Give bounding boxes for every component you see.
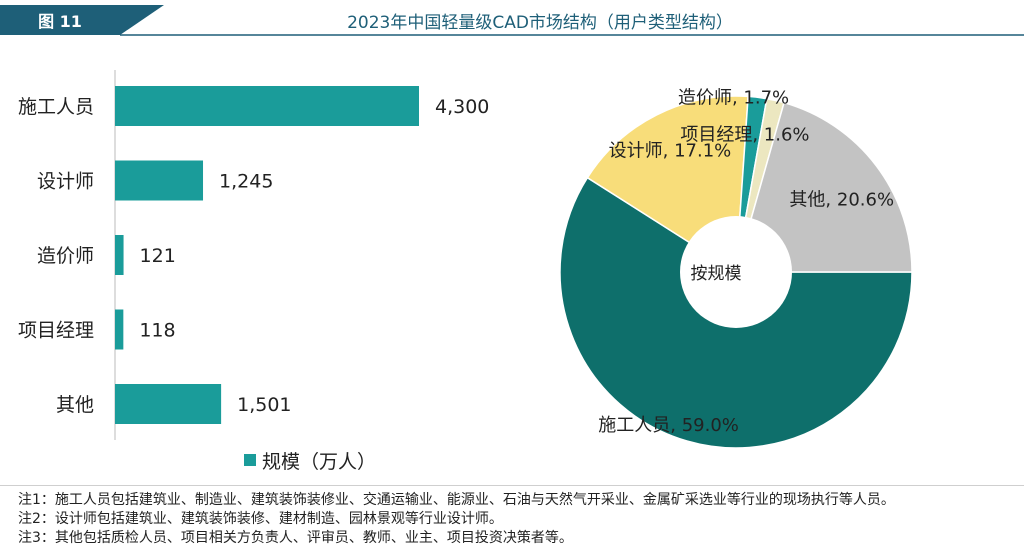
legend-label: 规模（万人）: [262, 450, 377, 473]
header-banner: [0, 5, 1024, 36]
pie-label-4: 其他, 20.6%: [789, 190, 894, 211]
figure-label-tab: [0, 5, 164, 35]
bar-value-label: 121: [140, 245, 176, 267]
bar-0: [115, 86, 419, 126]
bar-chart: 施工人员 4,300 设计师 1,245 造价师 121 项目经理 118 其他 1,501: [18, 70, 489, 440]
donut-hole: [680, 216, 792, 328]
note-1: 注1：施工人员包括建筑业、制造业、建筑装饰装修业、交通运输业、能源业、石油与天然…: [18, 492, 895, 508]
bar-3: [115, 309, 124, 350]
note-2: 注2：设计师包括建筑业、建筑装饰装修、建材制造、园林景观等行业设计师。: [18, 511, 503, 527]
bar-value-label: 118: [139, 320, 175, 342]
pie-label-2: 造价师, 1.7%: [678, 87, 789, 108]
pie-label-1: 设计师, 17.1%: [609, 141, 732, 162]
figure-title: 2023年中国轻量级CAD市场结构（用户类型结构）: [347, 13, 733, 33]
bar-2: [115, 235, 124, 275]
pie-slice-4: [735, 101, 913, 273]
bar-category-label: 设计师: [37, 171, 94, 193]
bar-value-label: 1,245: [219, 171, 273, 193]
bar-category-label: 项目经理: [18, 320, 94, 342]
bar-legend: 规模（万人）: [244, 446, 376, 474]
figure-header: 图 11 2023年中国轻量级CAD市场结构（用户类型结构）: [0, 0, 1024, 40]
pie-label-3: 项目经理, 1.6%: [680, 125, 809, 146]
legend-swatch: [244, 454, 256, 466]
notes-divider: [0, 485, 1024, 486]
bar-category-label: 施工人员: [18, 96, 94, 118]
note-3: 注3：其他包括质检人员、项目相关方负责人、评审员、教师、业主、项目投资决策者等。: [18, 530, 573, 546]
chart-canvas: 施工人员 4,300 设计师 1,245 造价师 121 项目经理 118 其他 1,501 按规…: [18, 70, 913, 449]
bar-1: [115, 160, 204, 201]
donut-center-label: 按规模: [691, 264, 742, 284]
bar-value-label: 1,501: [237, 394, 291, 416]
bar-value-label: 4,300: [435, 96, 489, 118]
bar-category-label: 其他: [56, 394, 94, 416]
bar-4: [115, 384, 222, 424]
notes: 注1：施工人员包括建筑业、制造业、建筑装饰装修业、交通运输业、能源业、石油与天然…: [18, 491, 1018, 548]
figure-label: 图 11: [38, 12, 82, 31]
bar-category-label: 造价师: [37, 245, 94, 267]
pie-label-0: 施工人员, 59.0%: [598, 415, 739, 436]
